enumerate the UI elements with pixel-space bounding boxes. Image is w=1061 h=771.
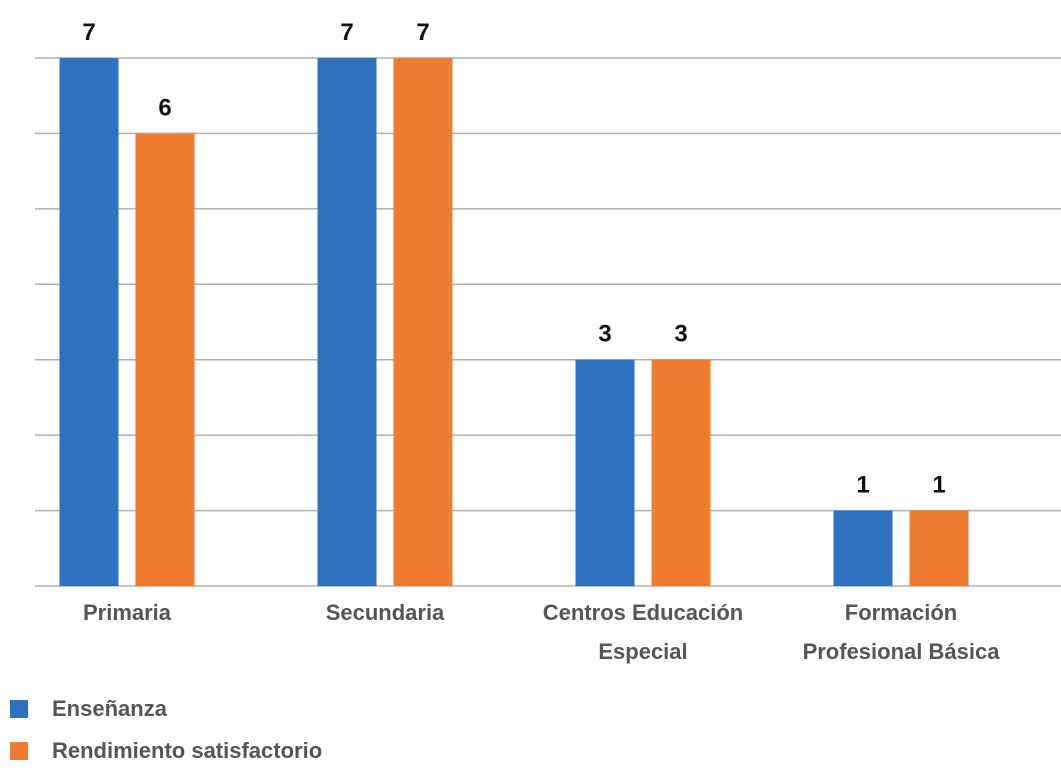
x-tick-label: Centros Educación Especial (542, 600, 744, 664)
bar (651, 359, 711, 586)
value-label: 3 (674, 321, 687, 348)
bar (135, 133, 195, 586)
bar (393, 58, 453, 586)
value-label: 6 (158, 94, 171, 121)
legend-swatch (10, 742, 28, 760)
value-label: 7 (340, 19, 353, 46)
bar (59, 58, 119, 586)
legend-label: Rendimiento satisfactorio (52, 738, 323, 763)
bar (909, 510, 969, 586)
value-label: 3 (598, 321, 611, 348)
bar (575, 359, 635, 586)
value-label: 1 (932, 472, 945, 499)
bar (317, 58, 377, 586)
value-label: 7 (82, 19, 95, 46)
x-tick-label: Secundaria (325, 600, 445, 625)
legend-label: Enseñanza (52, 696, 167, 721)
value-label: 7 (416, 19, 429, 46)
x-tick-label: Formación Profesional Básica (802, 600, 1000, 664)
legend-swatch (10, 700, 28, 718)
x-tick-label: Primaria (82, 600, 172, 625)
value-label: 1 (856, 472, 869, 499)
bar (833, 510, 893, 586)
